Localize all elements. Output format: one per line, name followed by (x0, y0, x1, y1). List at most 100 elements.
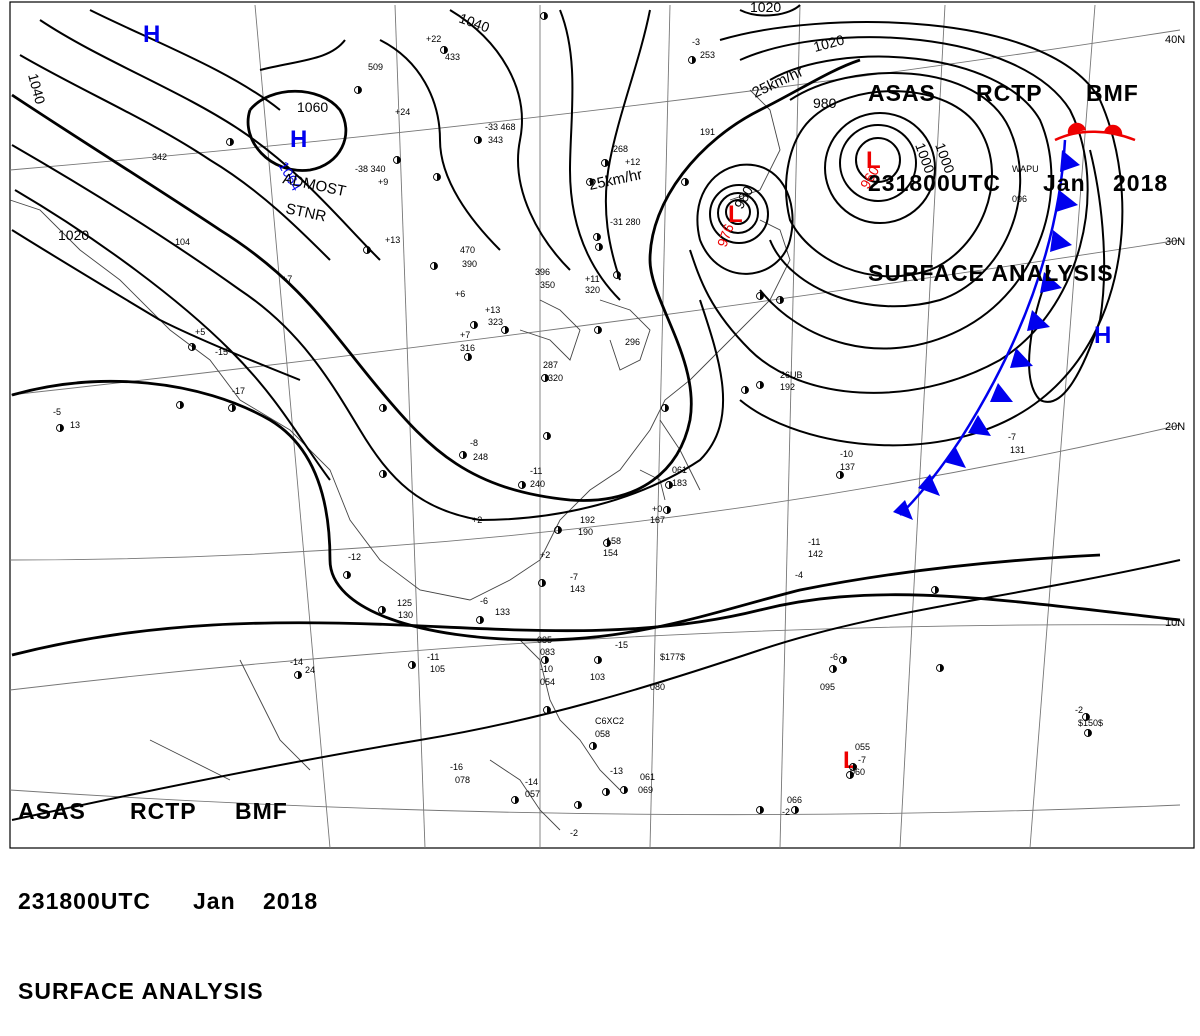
header-time: 231800UTC (868, 170, 1002, 196)
station-cloud-cover (760, 292, 764, 300)
header-station: RCTP (130, 798, 197, 824)
header-month: Jan (1043, 170, 1086, 196)
station-cloud-cover (850, 771, 854, 779)
station-cloud-cover (597, 233, 601, 241)
station-cloud-cover (468, 353, 472, 361)
station-cloud-cover (760, 806, 764, 814)
station-datum: 191 (700, 127, 715, 137)
station-datum: 083 (540, 647, 555, 657)
isobars (11, 4, 1181, 821)
isobar-label: 1060 (297, 99, 328, 115)
header-product: ASAS (868, 80, 936, 106)
station-datum: +11 (585, 274, 600, 284)
station-datum: 069 (638, 785, 653, 795)
station-datum: -38 340 (355, 164, 386, 174)
station-cloud-cover (232, 404, 236, 412)
station-datum: 323 (488, 317, 503, 327)
station-datum: -5 (53, 407, 61, 417)
station-datum: -11 (808, 537, 820, 547)
station-datum: +22 (426, 34, 441, 44)
station-datum: +24 (395, 107, 410, 117)
low-center-letter: L (866, 147, 881, 174)
station-datum: 130 (398, 610, 413, 620)
station-datum: +5 (195, 327, 205, 337)
station-datum: +0 (652, 504, 662, 514)
station-datum: 390 (462, 259, 477, 269)
station-datum: -15 (215, 347, 228, 357)
station-datum: -16 (450, 762, 463, 772)
isobar-label: 1040 (25, 72, 49, 106)
station-cloud-cover (617, 271, 621, 279)
station-cloud-cover (522, 481, 526, 489)
station-datum: C6XC2 (595, 716, 624, 726)
station-datum: +2 (472, 515, 482, 525)
surface-analysis-map: H H H L L L 1040104010201020102010601000… (9, 0, 1195, 849)
warm-front (1054, 122, 1136, 142)
station-datum: 316 (460, 343, 475, 353)
station-cloud-cover (833, 665, 837, 673)
station-cloud-cover (383, 404, 387, 412)
station-datum: $150$ (1078, 718, 1103, 728)
header-line-1: ASAS RCTP BMF (868, 78, 1168, 108)
station-datum: 183 (672, 478, 687, 488)
cold-front (893, 139, 1080, 520)
station-datum: 057 (525, 789, 540, 799)
station-cloud-cover (347, 571, 351, 579)
isobar-label: 1020 (750, 0, 781, 15)
station-cloud-cover (542, 579, 546, 587)
station-datum: 342 (152, 152, 167, 162)
station-cloud-cover (192, 343, 196, 351)
header-year: 2018 (1113, 170, 1169, 196)
station-cloud-cover (590, 178, 594, 186)
chart-header-top: ASAS RCTP BMF 231800UTC Jan 2018 SURFACE… (868, 18, 1168, 318)
station-datum: -10 (540, 664, 553, 674)
low-center-letter: L (728, 201, 743, 228)
station-cloud-cover (545, 656, 549, 664)
station-datum: -11 (530, 466, 542, 476)
station-cloud-cover (669, 481, 673, 489)
station-cloud-cover (607, 539, 611, 547)
map-text: 1040104010201020102010601000100098098010… (25, 0, 1103, 838)
station-datum: 396 (535, 267, 550, 277)
station-datum: -14 (525, 777, 538, 787)
station-datum: -15 (615, 640, 628, 650)
station-datum: 509 (368, 62, 383, 72)
station-datum: 054 (540, 677, 555, 687)
station-datum: 470 (460, 245, 475, 255)
station-cloud-cover (397, 156, 401, 164)
warm-front-semicircles (1067, 122, 1123, 136)
station-datum: 192 (580, 515, 595, 525)
station-cloud-cover (593, 742, 597, 750)
station-datum: 320 (548, 373, 563, 383)
latitude-label: 30N (1165, 236, 1186, 248)
station-cloud-cover (605, 159, 609, 167)
station-cloud-cover (606, 788, 610, 796)
header-month: Jan (193, 888, 236, 914)
station-cloud-cover (795, 806, 799, 814)
station-datum: 192 (780, 382, 795, 392)
station-datum: -31 280 (610, 217, 641, 227)
station-datum: -6 (480, 596, 488, 606)
station-cloud-cover (367, 246, 371, 254)
station-cloud-cover (840, 471, 844, 479)
graticule (9, 4, 1181, 849)
station-cloud-cover (180, 401, 184, 409)
station-cloud-cover (598, 656, 602, 664)
station-datum: -2 (570, 828, 578, 838)
pressure-center-glyphs: H H H L L L (143, 21, 1111, 774)
header-line-2: 231800UTC Jan 2018 (868, 168, 1168, 198)
station-cloud-cover (358, 86, 362, 94)
station-datum: 125 (397, 598, 412, 608)
station-cloud-cover (780, 296, 784, 304)
station-cloud-cover (437, 173, 441, 181)
station-cloud-cover (434, 262, 438, 270)
station-datum: -6 (830, 652, 838, 662)
station-cloud-cover (444, 46, 448, 54)
station-cloud-cover (1086, 713, 1090, 721)
station-datum: -7 (858, 755, 866, 765)
station-datum: -17 (232, 386, 245, 396)
station-datum: 26UB (780, 370, 803, 380)
station-datum: 066 (787, 795, 802, 805)
header-product: ASAS (18, 798, 86, 824)
latitude-label: 20N (1165, 421, 1186, 433)
